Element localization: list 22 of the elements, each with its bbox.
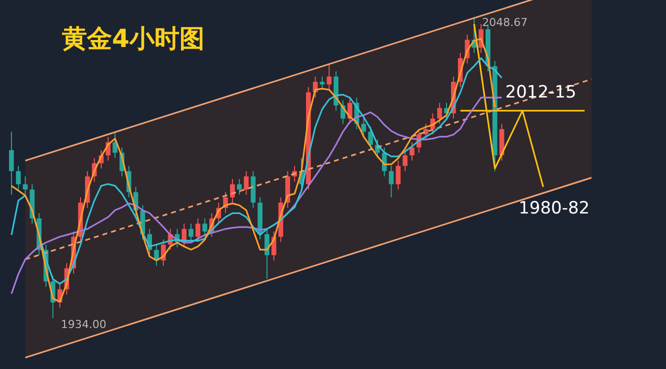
candlestick (195, 218, 200, 243)
candlestick (16, 165, 21, 190)
candlestick (244, 170, 249, 196)
candlestick (264, 228, 270, 280)
candlestick (388, 165, 394, 198)
annotation: 1980-82 (518, 198, 590, 219)
candlestick (396, 160, 401, 190)
candlestick (202, 218, 208, 238)
candlestick (368, 126, 373, 151)
candlestick (437, 102, 442, 124)
annotation: 1934.00 (60, 318, 106, 332)
annotation: 2048.67 (482, 16, 528, 29)
candlestick (361, 118, 366, 138)
candlestick (402, 150, 408, 172)
candlestick (230, 178, 235, 204)
candlestick (410, 142, 414, 162)
candlestick (9, 131, 14, 196)
candlestick (188, 223, 194, 243)
chart-title: 黄金4小时图 (62, 23, 204, 55)
candlestick (326, 62, 332, 90)
candlestick (112, 131, 118, 158)
candlestick (236, 178, 242, 196)
